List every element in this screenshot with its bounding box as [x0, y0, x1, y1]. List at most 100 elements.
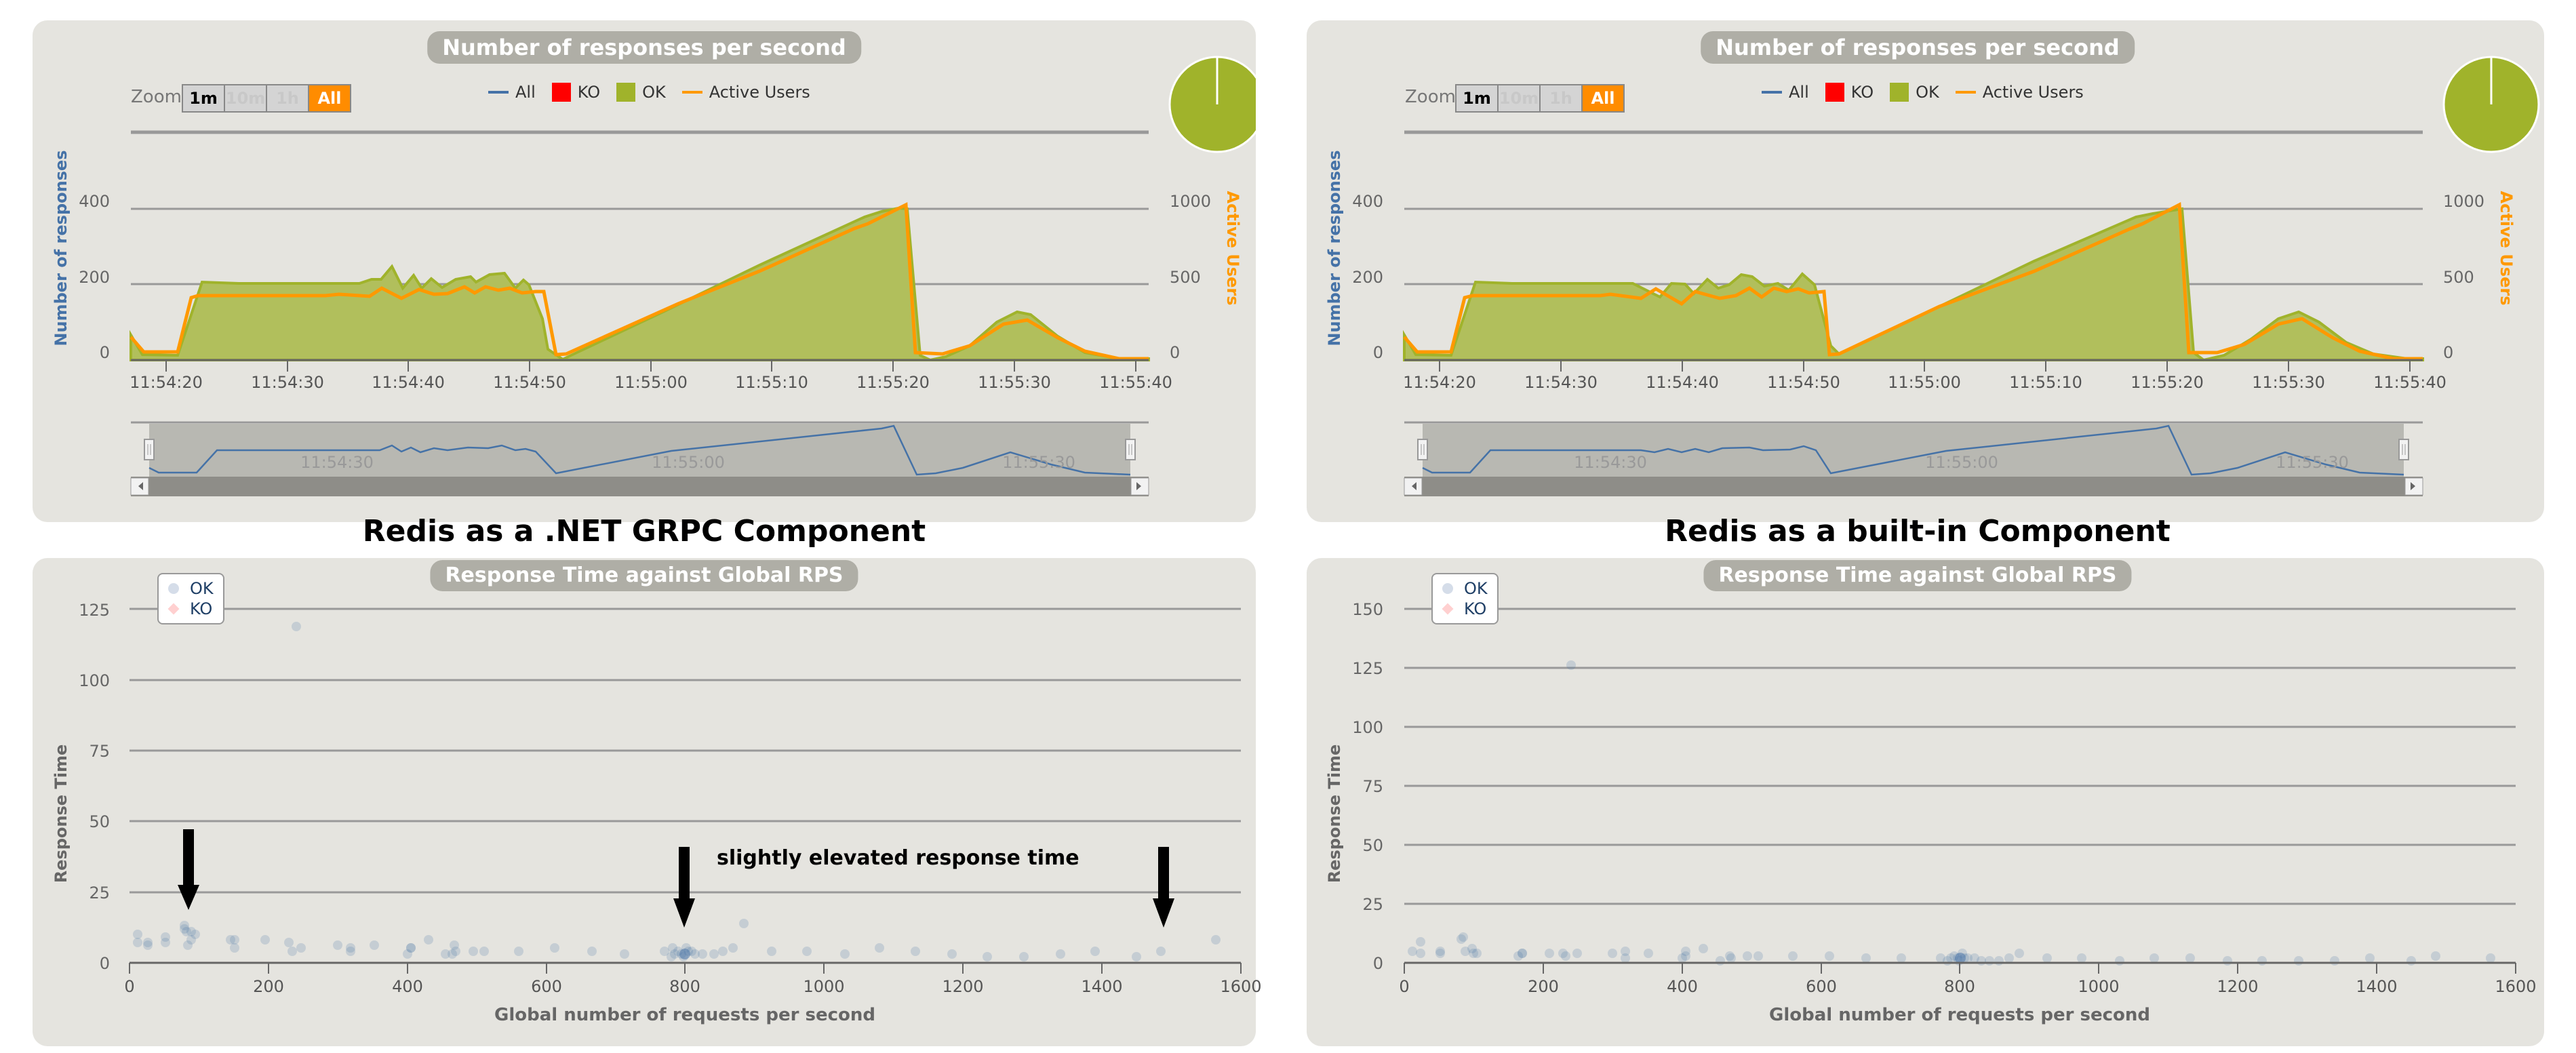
- legend-item-ok[interactable]: OK: [168, 578, 214, 599]
- scatter-chart-title-right: Response Time against Global RPS: [1703, 560, 2132, 591]
- navigator-tick: 11:55:30: [2276, 453, 2349, 472]
- navigator-tick: 11:54:30: [300, 453, 374, 472]
- y-right-tick: 1000: [1170, 192, 1211, 211]
- legend-item-all[interactable]: All: [1762, 83, 1809, 102]
- scatter-chart-title-left: Response Time against Global RPS: [430, 560, 858, 591]
- ko-diamond-icon: [167, 603, 180, 615]
- navigator-left-handle[interactable]: [144, 439, 155, 460]
- navigator-tick: 11:55:00: [1925, 453, 1998, 472]
- legend-label: KO: [577, 83, 601, 102]
- legend-label: OK: [190, 579, 214, 598]
- zoom-1m-button[interactable]: 1m: [1457, 85, 1499, 111]
- zoom-1h-button[interactable]: 1h: [267, 85, 309, 111]
- x-tick-label: 11:55:40: [2373, 373, 2446, 392]
- active-users-line-swatch-icon: [1955, 91, 1976, 94]
- scrollbar-left-arrow-icon[interactable]: [1404, 477, 1423, 496]
- y-right-tick: 0: [1170, 343, 1180, 362]
- y-tick: 125: [79, 601, 110, 620]
- y-tick: 400: [79, 192, 110, 211]
- y-axis-title: Response Time: [52, 744, 71, 883]
- zoom-1m-button[interactable]: 1m: [183, 85, 225, 111]
- legend-item-ko[interactable]: KO: [551, 83, 601, 102]
- rps-legend-right: All KO OK Active Users: [1762, 83, 2093, 102]
- navigator-right-handle[interactable]: [1125, 439, 1136, 460]
- rps-legend-left: All KO OK Active Users: [488, 83, 820, 102]
- scatter-chart-left: 125 100 75 50 25 0 Response Time 0 200 4…: [52, 601, 1262, 1025]
- scatter-legend-right: OK KO: [1431, 573, 1499, 624]
- scrollbar-left-arrow-icon[interactable]: [130, 477, 149, 496]
- navigator-left-handle[interactable]: [1417, 439, 1428, 460]
- x-tick-label: 11:55:10: [2009, 373, 2082, 392]
- x-tick-label: 11:54:20: [1403, 373, 1476, 392]
- y-left-axis-title: Number of responses: [1325, 150, 1344, 346]
- legend-item-ko[interactable]: KO: [167, 599, 214, 619]
- zoom-range-selector-left: 1m 10m 1h All: [182, 84, 351, 113]
- legend-label: All: [515, 83, 536, 102]
- zoom-10m-button[interactable]: 10m: [1499, 85, 1541, 111]
- annotation-arrow-icon: [673, 847, 695, 928]
- y-left-axis-title: Number of responses: [52, 150, 71, 346]
- all-line-swatch-icon: [488, 91, 509, 94]
- ok-ko-pie-chart: [2442, 56, 2540, 153]
- rps-chart-right: Number of responses 400 200 0 Active Use…: [1325, 56, 2540, 496]
- zoom-label-right: Zoom: [1405, 87, 1456, 107]
- rps-chart-left: Number of responses 400 200 0 Active Use…: [52, 56, 1266, 496]
- x-tick-label: 1000: [2078, 977, 2119, 996]
- zoom-all-button[interactable]: All: [1583, 85, 1623, 111]
- y-tick: 200: [1352, 268, 1383, 287]
- legend-item-active-users[interactable]: Active Users: [1955, 83, 2084, 102]
- all-line-swatch-icon: [1762, 91, 1782, 94]
- x-tick-label: 800: [669, 977, 700, 996]
- y-tick: 0: [100, 343, 110, 362]
- x-tick-label: 1200: [942, 977, 983, 996]
- x-tick-label: 11:54:30: [1524, 373, 1598, 392]
- x-tick-label: 1400: [1081, 977, 1122, 996]
- x-ticks: [165, 360, 1136, 372]
- x-tick-label: 11:55:30: [978, 373, 1051, 392]
- x-tick-label: 11:55:20: [2131, 373, 2204, 392]
- y-tick: 75: [1362, 777, 1383, 796]
- scatter-panel-right: [1307, 558, 2544, 1046]
- legend-item-ko[interactable]: KO: [1825, 83, 1874, 102]
- y-tick: 0: [1373, 954, 1383, 973]
- panel-gap: [1256, 0, 1307, 529]
- ko-diamond-icon: [1442, 603, 1454, 615]
- zoom-all-button[interactable]: All: [309, 85, 350, 111]
- legend-item-ok[interactable]: OK: [1890, 83, 1939, 102]
- zoom-range-selector-right: 1m 10m 1h All: [1455, 84, 1625, 113]
- zoom-1h-button[interactable]: 1h: [1541, 85, 1583, 111]
- navigator-right-handle[interactable]: [2398, 439, 2409, 460]
- legend-label: KO: [1850, 83, 1874, 102]
- legend-item-ok[interactable]: OK: [1442, 578, 1488, 599]
- scrollbar-right-arrow-icon[interactable]: [2404, 477, 2423, 496]
- x-tick-label: 1200: [2217, 977, 2258, 996]
- ok-area: [130, 206, 1150, 362]
- y-tick: 0: [1373, 343, 1383, 362]
- zoom-10m-button[interactable]: 10m: [225, 85, 267, 111]
- x-tick-label: 11:54:30: [251, 373, 324, 392]
- zoom-label-left: Zoom: [131, 87, 182, 107]
- navigator-scrollbar-track[interactable]: [131, 477, 1149, 496]
- page-margin: [2544, 0, 2576, 1053]
- legend-item-ok[interactable]: OK: [616, 83, 666, 102]
- navigator-scrollbar-track[interactable]: [1404, 477, 2423, 496]
- legend-label: All: [1789, 83, 1809, 102]
- section-title-right: Redis as a built-in Component: [1665, 514, 2171, 549]
- rps-chart-title-left: Number of responses per second: [427, 31, 861, 64]
- ok-swatch-icon: [1890, 83, 1909, 102]
- x-tick-label: 400: [392, 977, 423, 996]
- x-axis-title: Global number of requests per second: [1769, 1005, 2150, 1025]
- x-tick-label: 1400: [2356, 977, 2397, 996]
- annotation-arrow-icon: [178, 829, 199, 910]
- x-tick-label: 1600: [2495, 977, 2536, 996]
- ko-swatch-icon: [551, 83, 571, 102]
- x-tick-label: 0: [1399, 977, 1409, 996]
- x-tick-label: 200: [253, 977, 284, 996]
- legend-label: OK: [642, 83, 666, 102]
- scatter-chart-right: 150 125 100 75 50 25 0 Response Time 0 2…: [1325, 600, 2537, 1025]
- legend-item-ko[interactable]: KO: [1442, 599, 1488, 619]
- legend-item-active-users[interactable]: Active Users: [681, 83, 810, 102]
- legend-label: KO: [1464, 599, 1487, 618]
- legend-item-all[interactable]: All: [488, 83, 536, 102]
- scrollbar-right-arrow-icon[interactable]: [1130, 477, 1149, 496]
